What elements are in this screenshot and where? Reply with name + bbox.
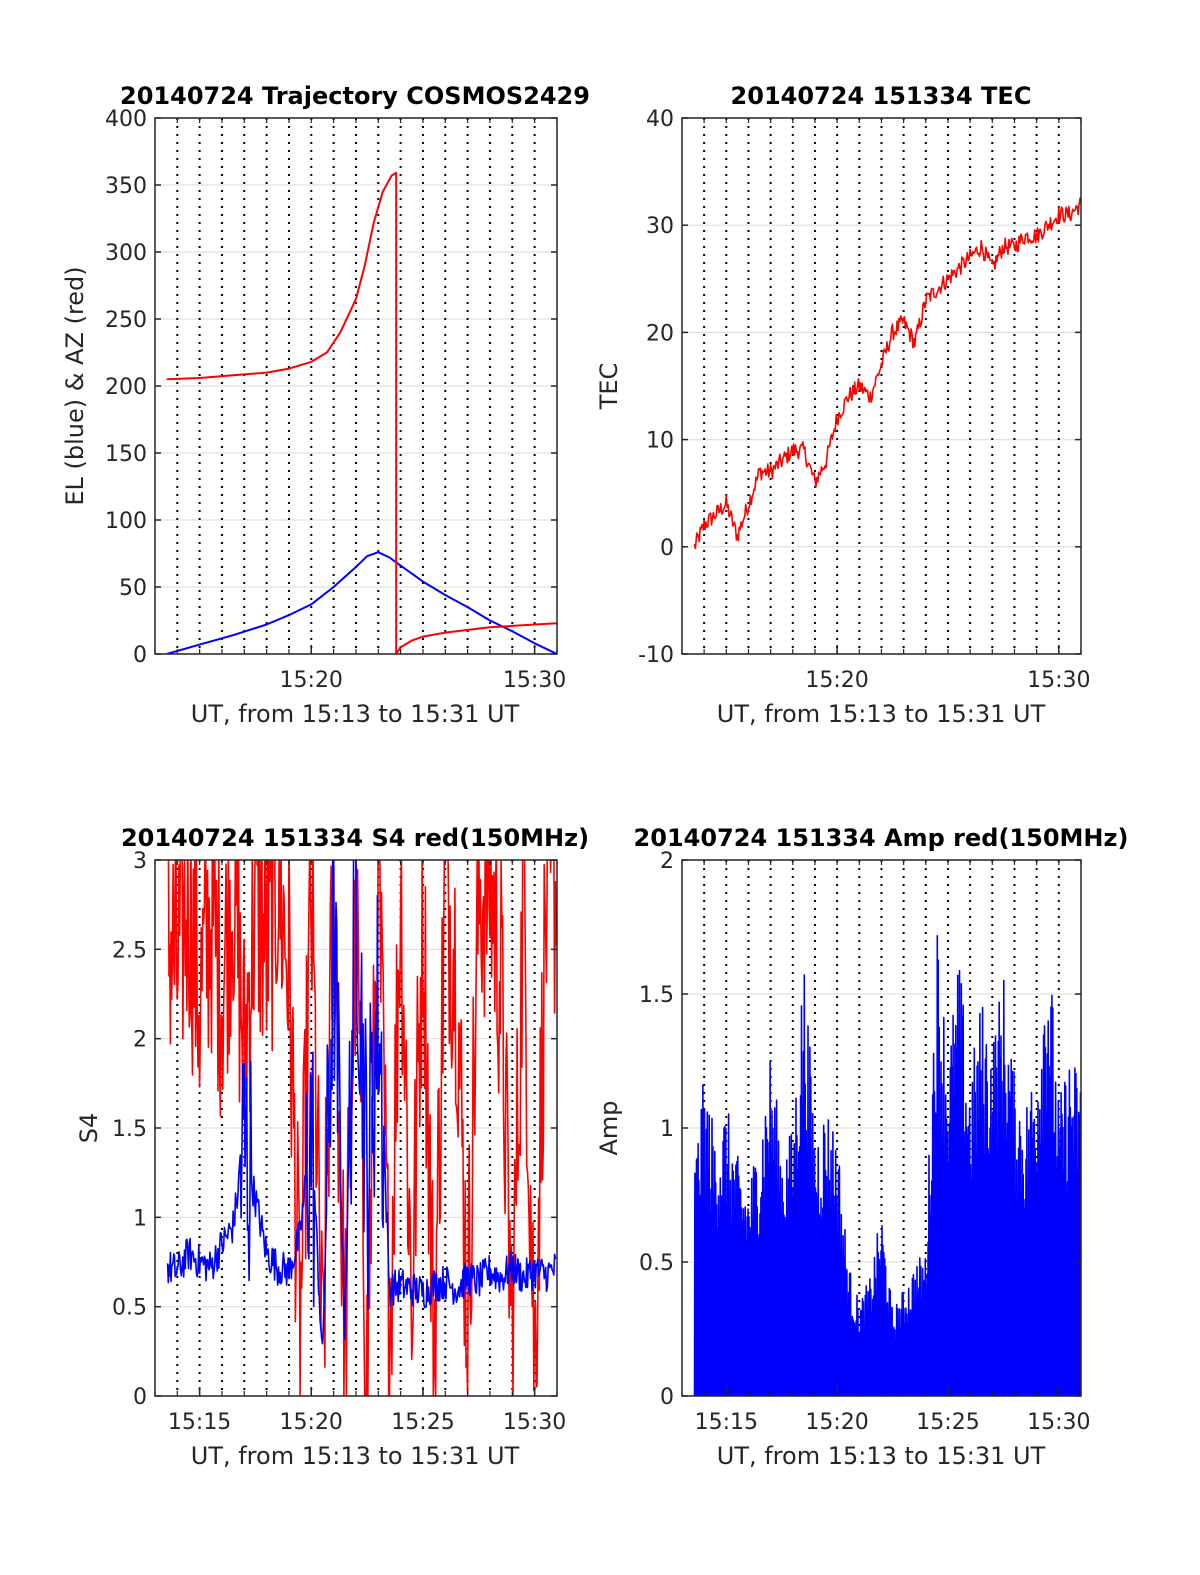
x-tick-label: 15:25 xyxy=(916,1410,979,1435)
y-tick-label: 50 xyxy=(119,576,147,601)
y-tick-label: 200 xyxy=(105,375,147,400)
x-tick-label: 15:20 xyxy=(805,668,868,693)
y-tick-label: 350 xyxy=(105,174,147,199)
x-axis-label: UT, from 15:13 to 15:31 UT xyxy=(191,700,520,728)
y-axis-label: EL (blue) & AZ (red) xyxy=(61,266,89,505)
chart-title: 20140724 151334 TEC xyxy=(731,82,1032,110)
y-tick-label: 2 xyxy=(660,849,674,874)
x-tick-label: 15:15 xyxy=(168,1410,231,1435)
y-tick-label: 400 xyxy=(105,107,147,132)
y-axis-label: TEC xyxy=(595,363,623,411)
y-tick-label: 2 xyxy=(133,1028,147,1053)
y-tick-label: 1.5 xyxy=(112,1117,147,1142)
y-tick-label: 150 xyxy=(105,442,147,467)
y-tick-label: 1 xyxy=(133,1206,147,1231)
y-tick-label: 40 xyxy=(646,107,674,132)
y-tick-label: 3 xyxy=(133,849,147,874)
y-tick-label: 2.5 xyxy=(112,938,147,963)
x-tick-label: 15:20 xyxy=(280,1410,343,1435)
x-tick-label: 15:20 xyxy=(805,1410,868,1435)
chart-s4: 20140724 151334 S4 red(150MHz) 0 0.5 1 1.5 2… xyxy=(75,824,589,1470)
x-tick-label: 15:30 xyxy=(1027,1410,1090,1435)
series-line-1 xyxy=(166,860,557,1345)
y-tick-label: 20 xyxy=(646,321,674,346)
series-line-1 xyxy=(166,171,557,654)
series-line-0 xyxy=(166,551,557,654)
y-tick-label: 10 xyxy=(646,429,674,454)
x-tick-label: 15:30 xyxy=(503,668,566,693)
series-line-0 xyxy=(693,935,1081,1396)
y-tick-label: 300 xyxy=(105,241,147,266)
chart-trajectory: 20140724 Trajectory COSMOS2429 0 50 100 150… xyxy=(61,82,590,728)
chart-title: 20140724 151334 S4 red(150MHz) xyxy=(121,824,589,852)
chart-tec: 20140724 151334 TEC -10 0 10 20 30 40 15:20 15:… xyxy=(595,82,1090,728)
chart-title: 20140724 151334 Amp red(150MHz) xyxy=(634,824,1129,852)
x-tick-label: 15:15 xyxy=(695,1410,758,1435)
y-tick-label: 250 xyxy=(105,308,147,333)
y-tick-label: 1.5 xyxy=(639,983,674,1008)
chart-amp: 20140724 151334 Amp red(150MHz) 0 0.5 1 1.5… xyxy=(595,824,1128,1470)
y-tick-label: 0 xyxy=(133,643,147,668)
y-tick-label: 0.5 xyxy=(639,1251,674,1276)
y-tick-label: 0 xyxy=(660,1385,674,1410)
x-tick-label: 15:25 xyxy=(391,1410,454,1435)
x-axis-label: UT, from 15:13 to 15:31 UT xyxy=(191,1442,520,1470)
x-tick-label: 15:20 xyxy=(280,668,343,693)
x-tick-label: 15:30 xyxy=(1027,668,1090,693)
x-tick-label: 15:30 xyxy=(503,1410,566,1435)
y-axis-label: Amp xyxy=(595,1100,623,1155)
y-tick-label: 0.5 xyxy=(112,1296,147,1321)
y-tick-label: -10 xyxy=(638,643,674,668)
y-axis-label: S4 xyxy=(75,1113,103,1144)
x-axis-label: UT, from 15:13 to 15:31 UT xyxy=(717,700,1046,728)
y-tick-label: 0 xyxy=(133,1385,147,1410)
y-tick-label: 100 xyxy=(105,509,147,534)
y-tick-label: 1 xyxy=(660,1117,674,1142)
chart-title: 20140724 Trajectory COSMOS2429 xyxy=(120,82,590,110)
series-line-0 xyxy=(693,197,1081,550)
x-axis-label: UT, from 15:13 to 15:31 UT xyxy=(717,1442,1046,1470)
y-tick-label: 30 xyxy=(646,214,674,239)
y-tick-label: 0 xyxy=(660,536,674,561)
